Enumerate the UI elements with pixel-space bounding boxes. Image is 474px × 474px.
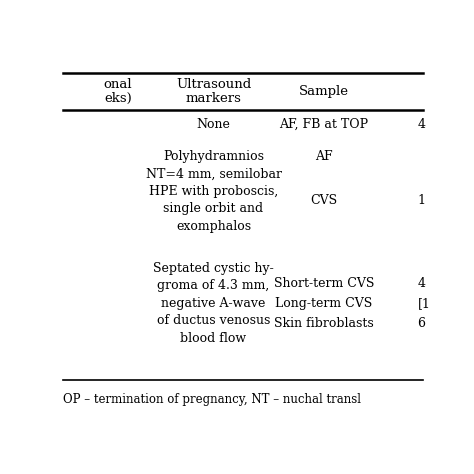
Text: onal: onal xyxy=(104,79,132,91)
Text: AF: AF xyxy=(315,150,333,163)
Text: AF, FB at TOP: AF, FB at TOP xyxy=(279,118,368,131)
Text: 4: 4 xyxy=(418,277,426,290)
Text: Ultrasound: Ultrasound xyxy=(176,79,251,91)
Text: Sample: Sample xyxy=(299,85,349,98)
Text: Long-term CVS: Long-term CVS xyxy=(275,297,373,310)
Text: Skin fibroblasts: Skin fibroblasts xyxy=(274,317,374,330)
Text: markers: markers xyxy=(186,91,241,105)
Text: CVS: CVS xyxy=(310,194,337,207)
Text: eks): eks) xyxy=(104,91,132,105)
Text: Short-term CVS: Short-term CVS xyxy=(273,277,374,290)
Text: NT=4 mm, semilobar
HPE with proboscis,
single orbit and
exomphalos: NT=4 mm, semilobar HPE with proboscis, s… xyxy=(146,167,282,233)
Text: 6: 6 xyxy=(418,317,426,330)
Text: 1: 1 xyxy=(418,194,426,207)
Text: 4: 4 xyxy=(418,118,426,131)
Text: Septated cystic hy-
groma of 4.3 mm,
negative A-wave
of ductus venosus
blood flo: Septated cystic hy- groma of 4.3 mm, neg… xyxy=(153,262,274,345)
Text: [1: [1 xyxy=(418,297,430,310)
Text: None: None xyxy=(197,118,230,131)
Text: OP – termination of pregnancy, NT – nuchal transl: OP – termination of pregnancy, NT – nuch… xyxy=(63,393,361,407)
Text: Polyhydramnios: Polyhydramnios xyxy=(163,150,264,163)
